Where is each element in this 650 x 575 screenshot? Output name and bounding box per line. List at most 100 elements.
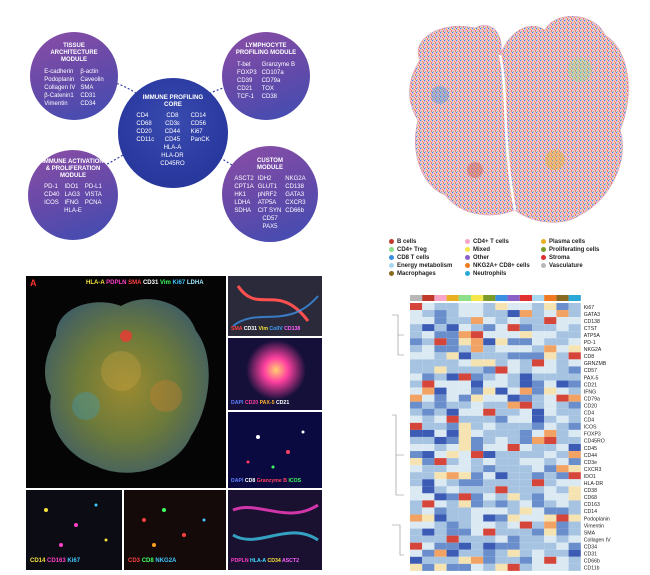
- heatmap-cell: [446, 556, 459, 564]
- heatmap-cell: [434, 507, 447, 515]
- heatmap-row-label: CD66b: [584, 559, 600, 565]
- heatmap-cell: [422, 472, 435, 480]
- tissue-section-outline: [409, 16, 629, 223]
- heatmap-cell: [446, 507, 459, 515]
- vasculature-panel: SMA CD31 Vim ColIV CD138: [228, 276, 322, 336]
- heatmap-cell: [410, 493, 423, 501]
- heatmap-cell: [422, 493, 435, 501]
- heatmap-cell: [458, 401, 471, 409]
- heatmap-cell: [507, 366, 520, 374]
- marker: TCF-1: [236, 94, 254, 100]
- marker: E-cadherin: [44, 69, 74, 75]
- heatmap-cell: [483, 338, 496, 346]
- heatmap-cell: [568, 359, 581, 367]
- heatmap-cell: [446, 500, 459, 508]
- heatmap-cell: [568, 458, 581, 466]
- heatmap-cell: [471, 324, 484, 332]
- heatmap-cell: [519, 338, 532, 346]
- heatmap-cell: [458, 528, 471, 536]
- heatmap-cell: [434, 317, 447, 325]
- heatmap-row-label: CD3e: [584, 460, 597, 466]
- heatmap-cell: [446, 331, 459, 339]
- heatmap-cell: [471, 528, 484, 536]
- tissue-marker-columns: E-cadherin Podoplanin Collagen IV β-Cate…: [30, 68, 118, 108]
- heatmap-cell: [532, 408, 545, 416]
- heatmap-cell: [556, 535, 569, 543]
- heatmap-cell: [568, 535, 581, 543]
- heatmap-cell: [532, 310, 545, 318]
- heatmap-cell: [410, 387, 423, 395]
- heatmap-cell: [422, 429, 435, 437]
- heatmap-cell: [544, 331, 557, 339]
- heatmap-cell: [471, 366, 484, 374]
- heatmap-cell: [458, 549, 471, 557]
- heatmap-cell: [458, 408, 471, 416]
- heatmap-cell: [446, 324, 459, 332]
- heatmap-cell: [568, 465, 581, 473]
- heatmap-cell: [495, 359, 508, 367]
- marker: CD3ε: [165, 121, 180, 127]
- heatmap-cell: [458, 387, 471, 395]
- heatmap-cell: [410, 373, 423, 381]
- marker: CD45RO: [160, 161, 185, 167]
- heatmap-cell: [471, 493, 484, 501]
- heatmap-cell: [446, 514, 459, 522]
- heatmap-cell: [495, 331, 508, 339]
- heatmap-cell: [532, 422, 545, 430]
- heatmap-cell: [434, 373, 447, 381]
- heatmap-cell: [434, 458, 447, 466]
- heatmap-cell: [410, 444, 423, 452]
- heatmap-cell: [483, 415, 496, 423]
- heatmap-cell: [458, 422, 471, 430]
- heatmap-row-label: Ki67: [584, 305, 594, 311]
- heatmap-cell: [544, 324, 557, 332]
- heatmap-row-label: CD4: [584, 411, 594, 417]
- heatmap-cell: [568, 521, 581, 529]
- immune-profiling-core: IMMUNE PROFILING CORE CD4 CD68 CD20 CD11…: [118, 78, 228, 188]
- heatmap-cell: [495, 310, 508, 318]
- heatmap-cell: [483, 549, 496, 557]
- heatmap-cell: [446, 436, 459, 444]
- heatmap-cell: [471, 408, 484, 416]
- heatmap-cell: [434, 479, 447, 487]
- heatmap-cluster-color: [568, 295, 581, 301]
- heatmap-cell: [556, 479, 569, 487]
- heatmap-cell: [471, 563, 484, 571]
- heatmap-cell: [434, 310, 447, 318]
- heatmap-cell: [519, 500, 532, 508]
- heatmap-cell: [568, 563, 581, 571]
- heatmap-cell: [422, 359, 435, 367]
- heatmap-cluster-color: [422, 295, 435, 301]
- heatmap-cell: [568, 401, 581, 409]
- heatmap-row-label: CD21: [584, 382, 597, 388]
- heatmap-cell: [532, 563, 545, 571]
- heatmap-cell: [568, 394, 581, 402]
- heatmap-cell: [446, 352, 459, 360]
- heatmap-cell: [422, 303, 435, 311]
- heatmap-cell: [422, 535, 435, 543]
- lymphocyte-title: LYMPHOCYTE PROFILING MODULE: [235, 43, 297, 56]
- heatmap-cell: [495, 507, 508, 515]
- heatmap-cell: [434, 563, 447, 571]
- heatmap-cell: [495, 563, 508, 571]
- heatmap-cell: [422, 373, 435, 381]
- heatmap-cell: [532, 436, 545, 444]
- heatmap-cluster-color: [495, 295, 508, 301]
- heatmap-cell: [507, 310, 520, 318]
- heatmap-cell: [556, 338, 569, 346]
- marker: CD68: [136, 121, 152, 127]
- heatmap-cell: [458, 486, 471, 494]
- heatmap-cell: [507, 436, 520, 444]
- heatmap-cell: [483, 310, 496, 318]
- heatmap-cell: [507, 394, 520, 402]
- heatmap-cell: [422, 486, 435, 494]
- heatmap-cell: [495, 408, 508, 416]
- marker-heatmap: Ki67GATA3CD138CTSTATP5APD-1NKG2ACD8GRNZM…: [392, 295, 611, 572]
- heatmap-cell: [422, 436, 435, 444]
- heatmap-cell: [471, 338, 484, 346]
- heatmap-cell: [507, 345, 520, 353]
- heatmap-cell: [544, 373, 557, 381]
- heatmap-cell: [471, 549, 484, 557]
- heatmap-cell: [544, 535, 557, 543]
- heatmap-cell: [544, 415, 557, 423]
